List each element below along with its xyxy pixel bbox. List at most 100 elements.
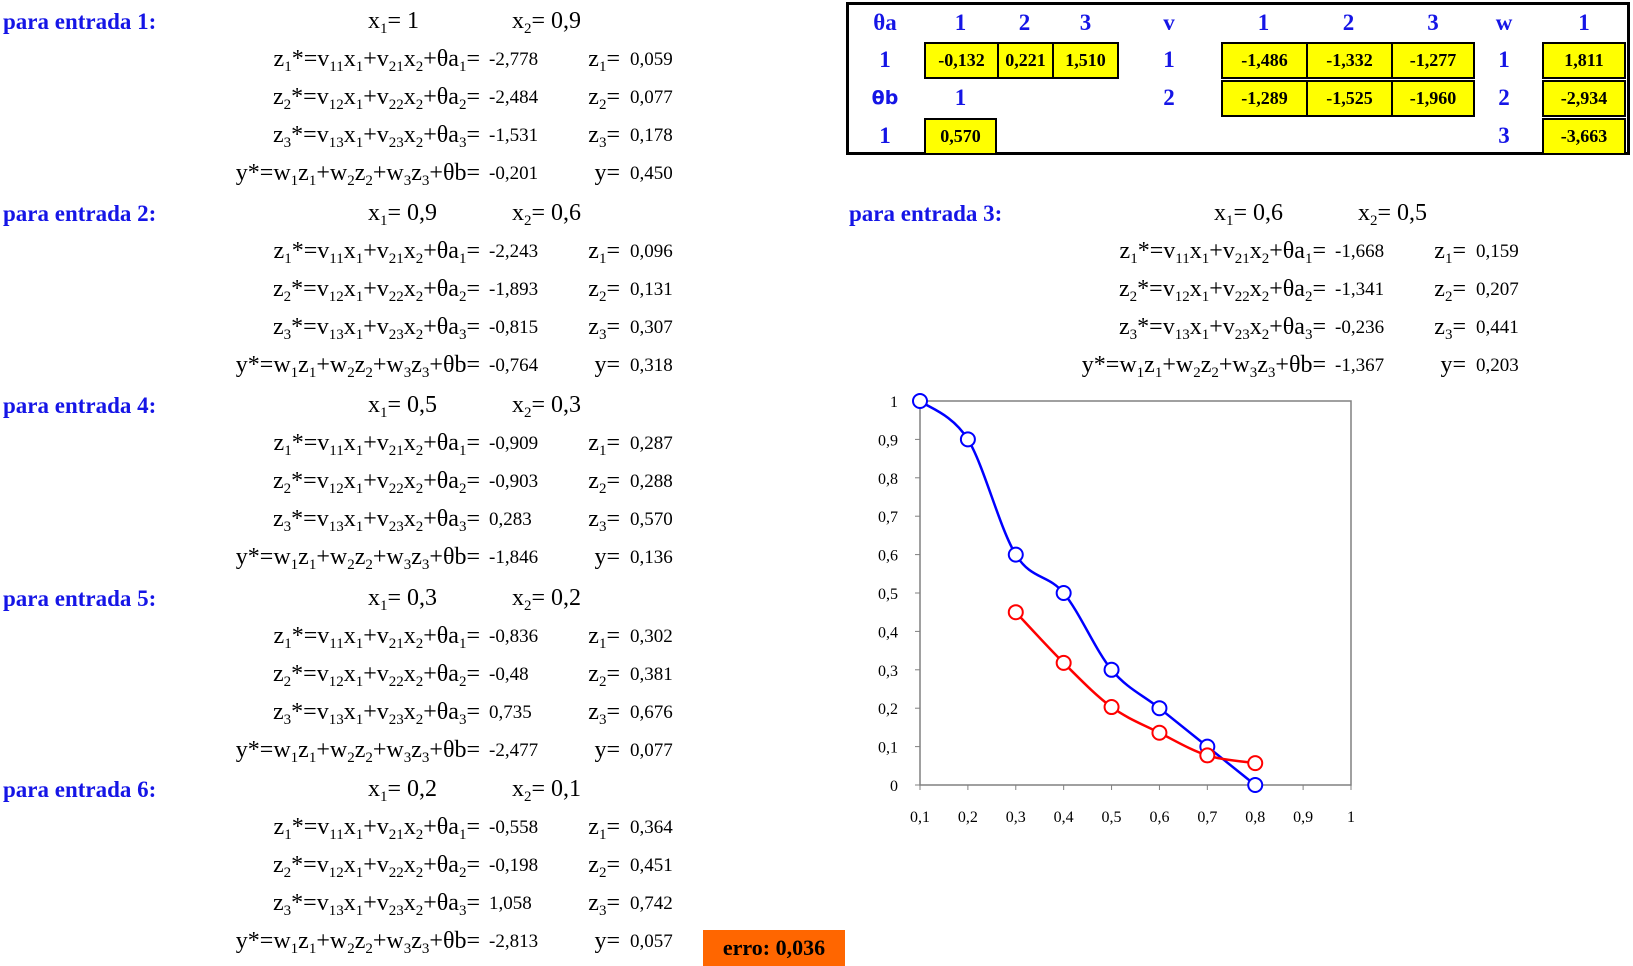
subscript: 12 bbox=[1174, 289, 1190, 305]
equation: z2*=v12x1+v22x2+θa2= bbox=[0, 852, 480, 881]
eq-text: + bbox=[423, 506, 437, 532]
eq-text: z bbox=[588, 852, 599, 878]
eq-text: = bbox=[606, 661, 620, 687]
theta-a-header: θa bbox=[873, 10, 897, 35]
subscript: 1 bbox=[290, 750, 299, 766]
subscript: 1 bbox=[308, 750, 317, 766]
v-row-1: 1 bbox=[1163, 47, 1175, 72]
eq-text: w bbox=[386, 928, 404, 954]
eq-text: = bbox=[466, 814, 480, 840]
subscript: 3 bbox=[403, 941, 412, 957]
eq-text: *= bbox=[291, 506, 317, 532]
theta-a-2: 0,221 bbox=[997, 42, 1054, 79]
equation: z2*=v12x1+v22x2+θa2= bbox=[0, 661, 480, 690]
output-label: z2= bbox=[560, 661, 620, 690]
eq-text: + bbox=[1209, 314, 1223, 340]
x1-value: x1= 0,6 bbox=[1214, 200, 1284, 229]
output-label: z3= bbox=[560, 122, 620, 151]
eq-text: w bbox=[329, 352, 348, 378]
subscript: 1 bbox=[598, 827, 607, 843]
subscript: 23 bbox=[1234, 327, 1250, 343]
eq-text: = bbox=[1312, 314, 1326, 340]
eq-text: v bbox=[376, 699, 389, 725]
equation-result: -0,836 bbox=[489, 626, 539, 647]
eq-text: z bbox=[588, 468, 599, 494]
subscript: 3 bbox=[458, 135, 467, 151]
eq-text: v bbox=[1163, 238, 1176, 264]
output-value: 0,057 bbox=[630, 931, 673, 952]
eq-text: θa bbox=[1282, 276, 1305, 302]
subscript: 2 bbox=[415, 289, 424, 305]
block-title: para entrada 6: bbox=[3, 777, 157, 802]
subscript: 13 bbox=[328, 712, 344, 728]
subscript: 1 bbox=[355, 327, 364, 343]
x-tick-label: 0,3 bbox=[1006, 809, 1026, 826]
data-point bbox=[959, 431, 976, 448]
eq-text: + bbox=[363, 430, 377, 456]
eq-text: z bbox=[1257, 352, 1268, 378]
eq-text: z bbox=[298, 544, 309, 570]
output-value: 0,302 bbox=[630, 626, 673, 647]
subscript: 12 bbox=[328, 289, 344, 305]
eq-text: θa bbox=[436, 661, 459, 687]
eq-text: v bbox=[316, 699, 329, 725]
subscript: 1 bbox=[1201, 251, 1210, 267]
equation-result: -0,201 bbox=[489, 163, 539, 184]
w-row-3: 3 bbox=[1498, 123, 1510, 148]
subscript: 1 bbox=[308, 557, 317, 573]
eq-text: z bbox=[1144, 352, 1155, 378]
subscript: 2 bbox=[347, 941, 355, 957]
subscript: 2 bbox=[365, 750, 373, 766]
eq-text: + bbox=[423, 276, 437, 302]
eq-text: *= bbox=[291, 430, 318, 456]
subscript: 21 bbox=[388, 827, 404, 843]
subscript: 2 bbox=[365, 557, 373, 573]
eq-text: v bbox=[376, 661, 389, 687]
eq-text: x bbox=[1249, 238, 1262, 264]
output-value: 0,136 bbox=[630, 547, 673, 568]
subscript: 1 bbox=[284, 251, 292, 267]
equation-result: -2,243 bbox=[489, 241, 539, 262]
eq-text: y*= bbox=[235, 352, 274, 378]
eq-text: x bbox=[403, 84, 416, 110]
eq-text: = bbox=[466, 276, 480, 302]
subscript: 11 bbox=[1175, 251, 1190, 267]
y-tick-label: 0,7 bbox=[878, 509, 898, 526]
subscript: 2 bbox=[1304, 289, 1313, 305]
eq-text: θa bbox=[436, 506, 459, 532]
eq-text: = bbox=[1312, 276, 1326, 302]
eq-text: x bbox=[343, 852, 356, 878]
eq-text: z bbox=[273, 84, 284, 110]
x-tick-label: 0,4 bbox=[1054, 809, 1074, 826]
eq-text: x bbox=[403, 506, 416, 532]
equation: z1*=v11x1+v21x2+θa1= bbox=[0, 814, 480, 843]
w-row-2: 2 bbox=[1498, 85, 1510, 110]
eq-text: v bbox=[1162, 276, 1175, 302]
eq-text: *= bbox=[291, 84, 317, 110]
x2-value: x2= 0,2 bbox=[512, 585, 582, 614]
eq-text: x bbox=[343, 276, 356, 302]
subscript: 22 bbox=[388, 289, 404, 305]
subscript: 2 bbox=[415, 519, 424, 535]
eq-text: = bbox=[466, 852, 480, 878]
equation: z2*=v12x1+v22x2+θa2= bbox=[0, 276, 480, 305]
subscript: 1 bbox=[1154, 365, 1163, 381]
subscript: 22 bbox=[1234, 289, 1250, 305]
w-2: -2,934 bbox=[1542, 80, 1626, 117]
eq-text: = bbox=[466, 544, 480, 570]
eq-text: w bbox=[273, 544, 291, 570]
subscript: 13 bbox=[328, 903, 344, 919]
subscript: 21 bbox=[388, 59, 404, 75]
eq-text: v bbox=[376, 468, 389, 494]
output-value: 0,364 bbox=[630, 817, 673, 838]
eq-text: z bbox=[1119, 314, 1130, 340]
eq-text: θa bbox=[436, 122, 459, 148]
theta-b-col-1: 1 bbox=[954, 85, 967, 110]
subscript: 22 bbox=[388, 481, 404, 497]
subscript: 3 bbox=[598, 712, 607, 728]
series-line bbox=[1014, 611, 1256, 765]
eq-text: z bbox=[588, 122, 599, 148]
eq-text: v bbox=[1222, 276, 1235, 302]
eq-text: z bbox=[588, 814, 599, 840]
eq-text: z bbox=[588, 46, 599, 72]
